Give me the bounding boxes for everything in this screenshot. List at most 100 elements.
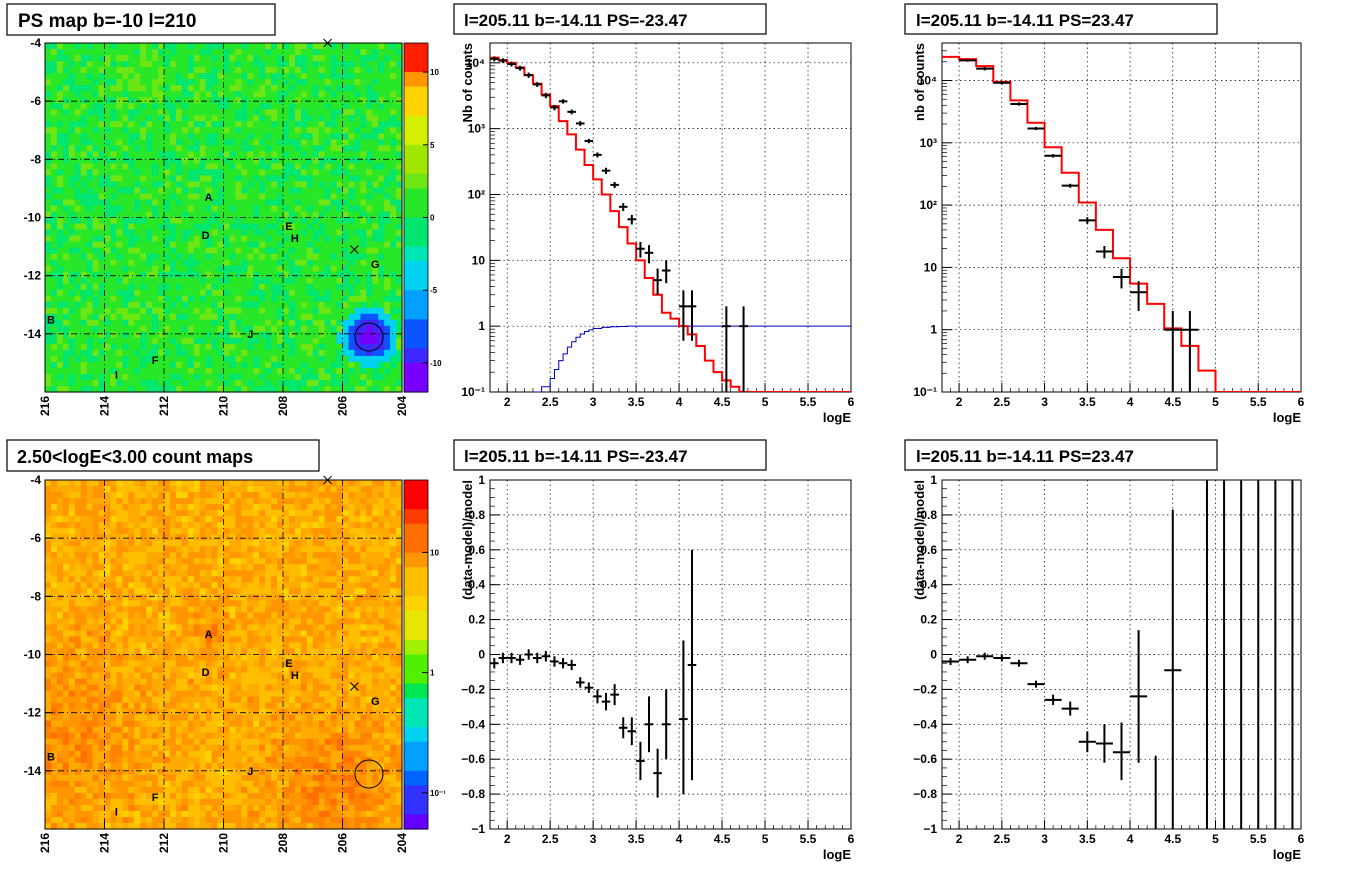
x-tick-label: 2.5 — [993, 395, 1010, 409]
x-tick-label: 210 — [217, 396, 231, 416]
data-point — [1130, 630, 1148, 763]
y-tick-label: -8 — [30, 152, 41, 166]
data-point — [558, 657, 568, 669]
data-point — [1027, 126, 1045, 131]
y-tick-label: 0.8 — [920, 508, 937, 522]
data-point — [507, 61, 516, 67]
colorbar-tick-label: 10 — [430, 68, 439, 77]
y-tick-label: -6 — [30, 94, 41, 108]
panel-5-title: l=205.11 b=-14.11 PS=-23.47 — [464, 447, 688, 466]
x-tick-label: 2 — [504, 832, 511, 846]
data-point — [1130, 281, 1148, 311]
data-point — [490, 657, 499, 669]
data-point — [687, 549, 697, 781]
data-point — [1027, 680, 1045, 688]
data-point — [644, 245, 654, 264]
point-source-circle — [354, 759, 384, 789]
count-map-panel: 216 214 212 210 208 206 204 -4 -6 -8 -10 -12 -14 10⁻¹… — [24, 473, 446, 853]
x-tick-label: 5 — [762, 832, 769, 846]
data-point — [722, 306, 731, 392]
x-tick-label: 2 — [504, 395, 511, 409]
panel-3-title-box: l=205.11 b=-14.11 PS=23.47 — [904, 3, 1218, 35]
y-tick-label: −0.8 — [913, 787, 937, 801]
source-label-d: D — [202, 230, 210, 242]
x-tick-label: 214 — [98, 833, 112, 853]
source-label-d: D — [202, 667, 210, 679]
source-label-b: B — [47, 751, 55, 763]
panel-4-title-box: 2.50<logE<3.00 count maps — [6, 439, 320, 472]
panel-2-title: l=205.11 b=-14.11 PS=-23.47 — [464, 11, 688, 30]
data-point — [993, 654, 1011, 662]
y-tick-label: 10³ — [920, 136, 937, 150]
data-point — [976, 652, 994, 660]
y-tick-label: 10³ — [468, 122, 485, 136]
x-tick-label: 4.5 — [1164, 832, 1181, 846]
x-tick-label: 4.5 — [1164, 395, 1181, 409]
data-point — [959, 656, 977, 664]
data-point — [541, 92, 551, 99]
x-tick-label: 208 — [276, 833, 290, 853]
y-tick-label: −0.4 — [913, 717, 937, 731]
model-line — [942, 55, 1301, 392]
x-tick-label: 206 — [336, 396, 350, 416]
source-label-a: A — [205, 629, 213, 641]
data-point — [1112, 722, 1131, 781]
data-point — [1095, 246, 1113, 259]
panel-6-title-box: l=205.11 b=-14.11 PS=23.47 — [904, 439, 1218, 471]
ps-map-panel: 216 214 212 210 208 206 204-4-6-8-10-12-14-10-… — [24, 36, 442, 416]
data-point — [593, 689, 602, 704]
x-tick-label: 206 — [336, 833, 350, 853]
data-point — [959, 59, 977, 62]
data-point — [498, 58, 508, 64]
source-label-h: H — [291, 233, 299, 245]
data-point — [584, 682, 594, 693]
data-point — [653, 268, 662, 295]
y-tick-label: 10² — [468, 187, 485, 201]
x-tick-label: 2.5 — [542, 395, 559, 409]
counts-spectrum-negative-panel: 2 2.5 3 3.5 4 4.5 5 5.5 6 10⁻¹ 1 10 10² 10³ 10⁴ logE Nb … — [460, 42, 855, 425]
y-axis-label: Nb of counts — [460, 43, 475, 122]
data-point — [541, 651, 551, 662]
y-tick-label: 0.4 — [468, 578, 485, 592]
data-point — [942, 657, 960, 665]
source-label-e: E — [285, 658, 292, 670]
data-point — [575, 677, 585, 688]
data-point — [567, 109, 576, 115]
data-point — [532, 652, 542, 664]
x-tick-label: 4 — [1127, 395, 1134, 409]
y-tick-label: 1 — [930, 323, 937, 337]
data-point — [976, 66, 994, 71]
y-tick-label: 10² — [920, 198, 937, 212]
counts-spectrum-positive-panel: 2 2.5 3 3.5 4 4.5 5 5.5 6 10⁻¹ 1 10 10² 10³ 10⁴ logE nb … — [912, 42, 1305, 425]
panel-1-title: PS map b=-10 l=210 — [18, 11, 197, 32]
y-tick-label: 0.2 — [920, 613, 937, 627]
y-tick-label: −0.8 — [461, 787, 485, 801]
data-point — [1010, 659, 1028, 667]
y-tick-label: 10 — [472, 253, 486, 267]
x-axis-label: logE — [823, 847, 851, 862]
panel-5-title-box: l=205.11 b=-14.11 PS=-23.47 — [453, 439, 767, 471]
source-label-g: G — [371, 259, 380, 271]
plot-frame — [941, 42, 1302, 393]
colorbar-tick-label: -10 — [430, 359, 442, 368]
x-tick-label: 216 — [38, 833, 52, 853]
source-label-h: H — [291, 670, 299, 682]
x-tick-label: 6 — [848, 832, 855, 846]
y-tick-label: −1 — [471, 822, 485, 836]
y-tick-label: -6 — [30, 531, 41, 545]
data-point — [618, 717, 628, 739]
y-tick-label: 1 — [478, 473, 485, 487]
source-label-a: A — [205, 192, 213, 204]
x-tick-label: 3.5 — [628, 832, 645, 846]
data-point — [490, 56, 499, 62]
x-tick-label: 6 — [1298, 832, 1305, 846]
data-point — [679, 640, 688, 795]
data-point — [575, 121, 585, 126]
y-tick-label: 10⁴ — [918, 74, 937, 88]
data-point — [679, 290, 688, 341]
x-tick-label: 6 — [1298, 395, 1305, 409]
plot-area — [490, 549, 697, 798]
y-tick-label: -12 — [24, 706, 42, 720]
residual-negative-panel: 2 2.5 3 3.5 4 4.5 5 5.5 6 −1 −0.8 −0.6 −0.4 −0.2 0 0.2 0… — [460, 473, 855, 862]
data-point — [1061, 183, 1079, 188]
